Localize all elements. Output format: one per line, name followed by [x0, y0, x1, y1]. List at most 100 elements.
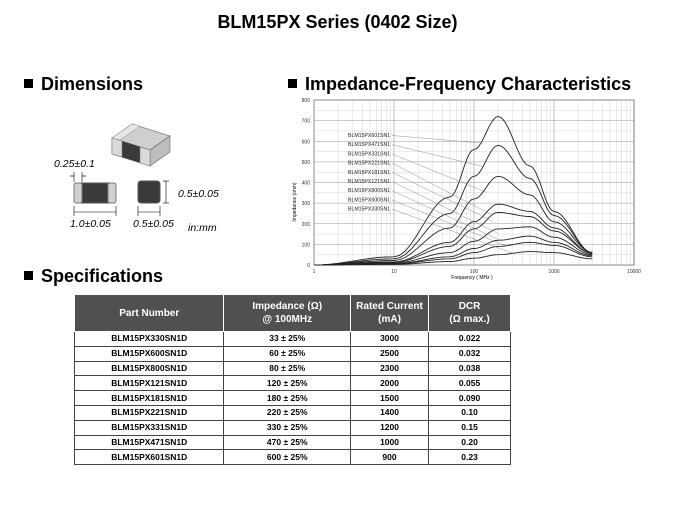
y-axis-label: Impedance (ohm): [292, 182, 298, 222]
y-tick-label: 200: [302, 222, 311, 228]
y-tick-label: 600: [302, 139, 311, 145]
table-cell: 2000: [349, 375, 430, 392]
series-line: [314, 251, 593, 266]
table-cell: 1400: [349, 404, 430, 421]
legend-label: BLM15PX331SN1: [348, 151, 390, 157]
impedance-heading: Impedance-Frequency Characteristics: [288, 74, 631, 95]
table-cell: BLM15PX330SN1D: [73, 331, 225, 347]
table-cell: 0.20: [428, 434, 511, 451]
dimension-length-label: 1.0±0.05: [70, 218, 111, 230]
impedance-chart: Impedance (ohm) Frequency ( MHz ) 0 100 20…: [292, 98, 641, 281]
table-cell: 900: [349, 449, 430, 466]
x-axis-label: Frequency ( MHz ): [451, 275, 493, 281]
table-cell: 0.23: [428, 449, 511, 466]
impedance-heading-text: Impedance-Frequency Characteristics: [305, 74, 632, 94]
series-line: [313, 175, 593, 266]
table-cell: 0.022: [428, 331, 511, 347]
table-cell: 1500: [349, 390, 430, 406]
table-cell: 2500: [349, 345, 430, 362]
table-row: BLM15PX471SN1D 470 ± 25% 1000 0.20: [73, 434, 511, 451]
table-cell: 600 ± 25%: [223, 449, 351, 466]
y-tick-label: 400: [302, 181, 311, 187]
table-cell: 33 ± 25%: [223, 331, 351, 347]
chip-side-view: [70, 172, 117, 216]
column-header-line: Part Number: [119, 307, 180, 319]
legend-leader-line: [391, 208, 516, 255]
dimensions-heading: Dimensions: [24, 74, 143, 95]
table-cell: 0.090: [428, 390, 511, 406]
series-line: [313, 116, 593, 266]
table-cell: 0.038: [428, 360, 511, 377]
table-cell: 60 ± 25%: [223, 345, 351, 362]
legend-label: BLM15PX800SN1: [348, 188, 390, 194]
legend-leader-line: [391, 135, 484, 144]
table-row: BLM15PX600SN1D 60 ± 25% 2500 0.032: [73, 345, 511, 362]
table-cell: 120 ± 25%: [223, 375, 351, 392]
table-cell: 330 ± 25%: [223, 419, 351, 436]
x-tick-label: 10: [391, 269, 397, 275]
table-row: BLM15PX331SN1D 330 ± 25% 1200 0.15: [73, 419, 511, 436]
table-cell: BLM15PX471SN1D: [73, 434, 225, 451]
y-tick-label: 100: [302, 242, 311, 248]
dimensions-drawing: [70, 123, 171, 216]
y-tick-label: 700: [302, 119, 311, 125]
y-tick-label: 300: [302, 201, 311, 207]
table-cell: 2300: [349, 360, 430, 377]
specifications-heading-text: Specifications: [41, 266, 164, 286]
x-tick-label: 1000: [548, 269, 559, 275]
legend-label: BLM15PX181SN1: [348, 170, 390, 176]
table-cell: 0.15: [428, 419, 511, 436]
dimension-height-label: 0.5±0.05: [178, 188, 219, 200]
table-header-row: Part Number Impedance (Ω) @ 100MHz Rated Cu…: [73, 294, 511, 332]
column-header: Rated Current (mA): [349, 294, 430, 332]
y-tick-label: 500: [302, 160, 311, 166]
table-cell: 180 ± 25%: [223, 390, 351, 406]
legend-label: BLM15PX471SN1: [348, 142, 390, 148]
legend-label: BLM15PX121SN1: [348, 179, 390, 185]
column-header-line: (Ω max.): [449, 314, 490, 325]
table-cell: BLM15PX121SN1D: [73, 375, 225, 392]
dimensions-heading-text: Dimensions: [41, 74, 144, 94]
page-title: BLM15PX Series (0402 Size): [217, 12, 458, 32]
legend-leader-line: [391, 144, 485, 168]
table-cell: 220 ± 25%: [223, 404, 351, 421]
legend-leader-line: [391, 190, 503, 242]
table-cell: 0.10: [428, 404, 511, 421]
series-line: [314, 226, 593, 266]
table-cell: 3000: [349, 331, 430, 347]
column-header: DCR (Ω max.): [428, 294, 511, 332]
x-tick-label: 100: [470, 269, 479, 275]
column-header-line: @ 100MHz: [262, 314, 313, 325]
series-line: [313, 144, 593, 266]
table-cell: BLM15PX331SN1D: [73, 419, 225, 436]
legend-label: BLM15PX330SN1: [348, 207, 390, 213]
column-header: Part Number: [73, 294, 225, 332]
legend-label: BLM15PX601SN1: [348, 133, 390, 139]
series-line: [313, 211, 593, 266]
specifications-table: Part Number Impedance (Ω) @ 100MHz Rated Cu…: [73, 294, 511, 466]
x-tick-label: 10000: [627, 269, 641, 275]
table-cell: BLM15PX181SN1D: [73, 390, 225, 406]
dimension-units-label: in:mm: [188, 222, 217, 234]
chip-3d-illustration: [111, 123, 171, 167]
column-header-line: Impedance (Ω): [252, 301, 323, 312]
table-cell: 80 ± 25%: [223, 360, 351, 377]
x-tick-label: 1: [313, 269, 316, 275]
table-row: BLM15PX181SN1D 180 ± 25% 1500 0.090: [73, 390, 511, 406]
legend-leader-line: [391, 199, 508, 247]
legend-leader-line: [391, 172, 493, 222]
specifications-heading: Specifications: [24, 266, 163, 287]
column-header-line: DCR: [458, 301, 481, 312]
y-tick-label: 800: [302, 98, 311, 104]
legend-label: BLM15PX600SN1: [348, 197, 390, 203]
series-line: [313, 203, 593, 266]
table-cell: 1000: [349, 434, 430, 451]
table-cell: 470 ± 25%: [223, 434, 351, 451]
series-line: [314, 241, 593, 266]
dimension-gap-label: 0.25±0.1: [54, 158, 95, 170]
column-header-line: Rated Current: [356, 301, 423, 312]
table-cell: 0.032: [428, 345, 511, 362]
table-row: BLM15PX330SN1D 33 ± 25% 3000 0.022: [73, 331, 511, 347]
bullet-icon: [288, 79, 297, 88]
legend-leader-line: [391, 162, 491, 215]
